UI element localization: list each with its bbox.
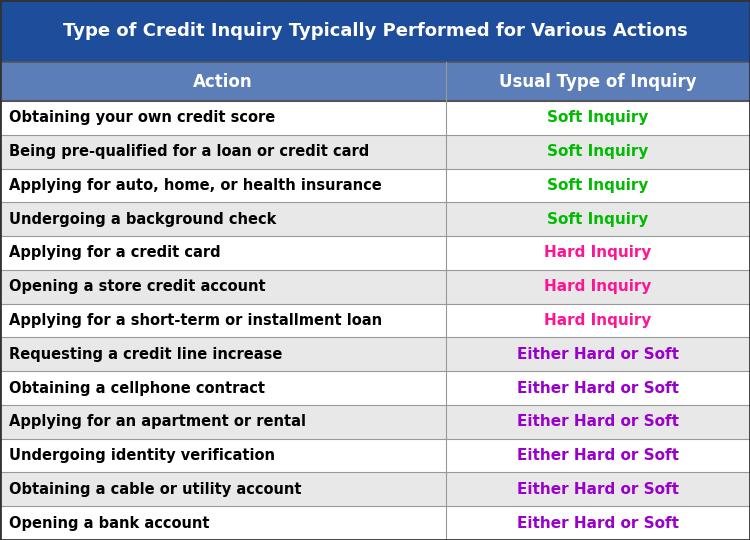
Text: Requesting a credit line increase: Requesting a credit line increase <box>9 347 282 362</box>
Text: Soft Inquiry: Soft Inquiry <box>548 144 649 159</box>
Text: Either Hard or Soft: Either Hard or Soft <box>518 516 680 531</box>
Bar <box>0 506 750 540</box>
Bar <box>0 62 750 101</box>
Text: Either Hard or Soft: Either Hard or Soft <box>518 414 680 429</box>
Bar <box>0 270 750 303</box>
Text: Obtaining a cable or utility account: Obtaining a cable or utility account <box>9 482 302 497</box>
Text: Usual Type of Inquiry: Usual Type of Inquiry <box>500 72 697 91</box>
Text: Undergoing identity verification: Undergoing identity verification <box>9 448 275 463</box>
Text: Either Hard or Soft: Either Hard or Soft <box>518 482 680 497</box>
Bar <box>0 236 750 270</box>
Text: Opening a bank account: Opening a bank account <box>9 516 209 531</box>
Text: Soft Inquiry: Soft Inquiry <box>548 212 649 227</box>
Bar <box>0 168 750 202</box>
Text: Applying for auto, home, or health insurance: Applying for auto, home, or health insur… <box>9 178 382 193</box>
Text: Action: Action <box>194 72 253 91</box>
Bar <box>0 303 750 338</box>
Bar <box>0 101 750 135</box>
Bar <box>0 472 750 506</box>
Text: Hard Inquiry: Hard Inquiry <box>544 313 652 328</box>
Text: Either Hard or Soft: Either Hard or Soft <box>518 448 680 463</box>
Text: Obtaining your own credit score: Obtaining your own credit score <box>9 110 275 125</box>
Text: Type of Credit Inquiry Typically Performed for Various Actions: Type of Credit Inquiry Typically Perform… <box>62 22 687 40</box>
Text: Applying for an apartment or rental: Applying for an apartment or rental <box>9 414 306 429</box>
Bar <box>0 135 750 168</box>
Text: Applying for a credit card: Applying for a credit card <box>9 246 220 260</box>
Text: Applying for a short-term or installment loan: Applying for a short-term or installment… <box>9 313 382 328</box>
Bar <box>0 438 750 472</box>
Text: Either Hard or Soft: Either Hard or Soft <box>518 381 680 395</box>
Bar <box>0 371 750 405</box>
Text: Undergoing a background check: Undergoing a background check <box>9 212 276 227</box>
Text: Soft Inquiry: Soft Inquiry <box>548 110 649 125</box>
Text: Either Hard or Soft: Either Hard or Soft <box>518 347 680 362</box>
Text: Hard Inquiry: Hard Inquiry <box>544 279 652 294</box>
Text: Hard Inquiry: Hard Inquiry <box>544 246 652 260</box>
Bar <box>0 0 750 62</box>
Text: Soft Inquiry: Soft Inquiry <box>548 178 649 193</box>
Text: Being pre-qualified for a loan or credit card: Being pre-qualified for a loan or credit… <box>9 144 369 159</box>
Bar <box>0 338 750 371</box>
Bar <box>0 202 750 236</box>
Bar <box>0 405 750 438</box>
Text: Obtaining a cellphone contract: Obtaining a cellphone contract <box>9 381 265 395</box>
Text: Opening a store credit account: Opening a store credit account <box>9 279 266 294</box>
